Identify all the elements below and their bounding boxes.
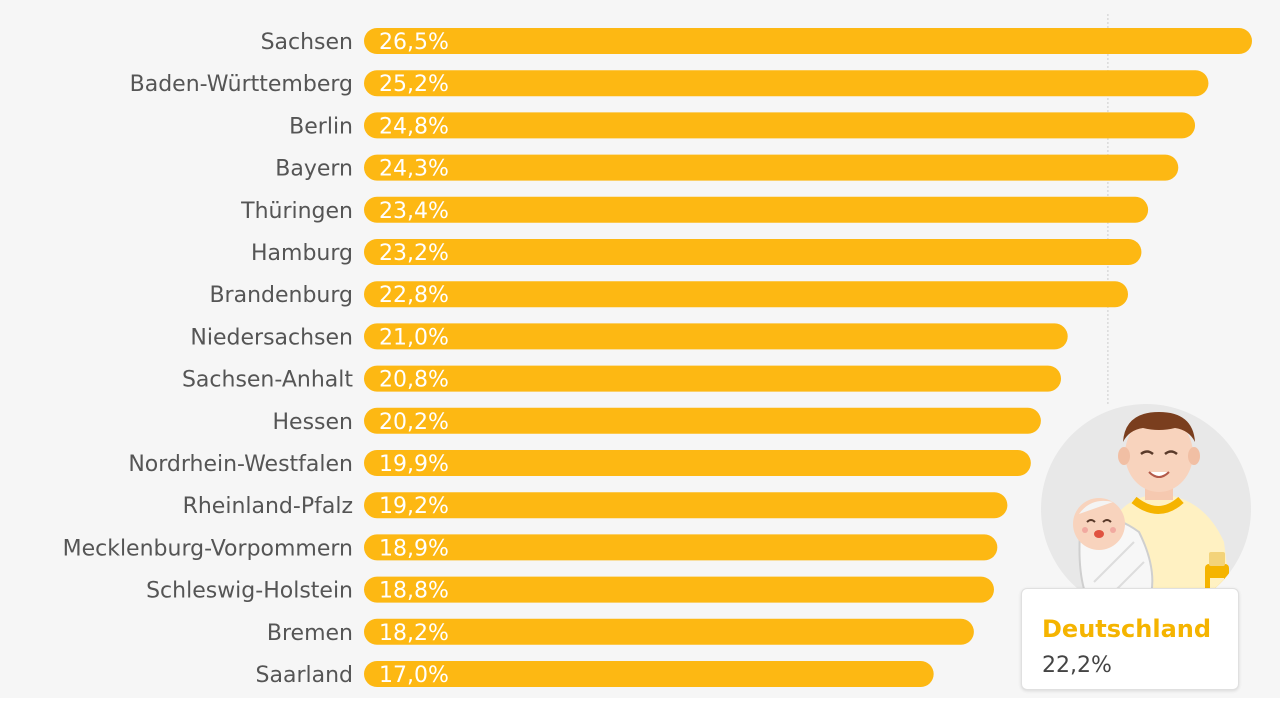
bar bbox=[364, 365, 1061, 392]
category-label: Bayern bbox=[275, 157, 353, 182]
category-label: Baden-Württemberg bbox=[130, 72, 353, 97]
category-label: Bremen bbox=[267, 621, 353, 646]
category-label: Hamburg bbox=[251, 241, 353, 266]
category-label: Rheinland-Pfalz bbox=[183, 494, 353, 519]
value-label: 23,2% bbox=[379, 241, 449, 266]
value-label: 21,0% bbox=[379, 325, 449, 350]
bar bbox=[364, 239, 1142, 265]
average-card: Deutschland 22,2% bbox=[1021, 588, 1239, 690]
value-label: 25,2% bbox=[379, 72, 449, 97]
bar bbox=[364, 112, 1196, 139]
bar bbox=[364, 196, 1149, 223]
bar bbox=[364, 661, 934, 687]
bar bbox=[364, 576, 994, 603]
bar bbox=[364, 492, 1008, 519]
category-label: Thüringen bbox=[240, 199, 353, 224]
value-label: 24,8% bbox=[379, 114, 449, 139]
category-label: Sachsen-Anhalt bbox=[182, 368, 353, 393]
page-footer bbox=[0, 698, 1280, 721]
father-baby-illustration bbox=[1041, 404, 1251, 614]
category-label: Nordrhein-Westfalen bbox=[128, 452, 353, 477]
bar bbox=[364, 534, 998, 561]
value-label: 18,8% bbox=[379, 579, 449, 604]
value-label: 19,9% bbox=[379, 452, 449, 477]
category-label: Brandenburg bbox=[209, 283, 353, 308]
value-label: 26,5% bbox=[379, 30, 449, 55]
bar bbox=[364, 28, 1252, 54]
value-label: 24,3% bbox=[379, 157, 449, 182]
category-label: Sachsen bbox=[261, 30, 353, 55]
bar bbox=[364, 407, 1041, 434]
value-label: 18,9% bbox=[379, 536, 449, 561]
average-value: 22,2% bbox=[1042, 653, 1112, 678]
value-label: 20,8% bbox=[379, 368, 449, 393]
bar bbox=[364, 323, 1068, 350]
value-label: 20,2% bbox=[379, 410, 449, 435]
value-label: 23,4% bbox=[379, 199, 449, 224]
value-label: 17,0% bbox=[379, 663, 449, 688]
average-label: Deutschland bbox=[1042, 615, 1212, 643]
category-label: Niedersachsen bbox=[190, 325, 353, 350]
bar bbox=[364, 450, 1031, 476]
bar bbox=[364, 281, 1129, 308]
bar bbox=[364, 618, 974, 645]
category-label: Berlin bbox=[289, 114, 353, 139]
bar bbox=[364, 70, 1209, 97]
value-label: 18,2% bbox=[379, 621, 449, 646]
value-label: 19,2% bbox=[379, 494, 449, 519]
bar bbox=[364, 154, 1179, 181]
value-label: 22,8% bbox=[379, 283, 449, 308]
category-label: Hessen bbox=[273, 410, 353, 435]
category-label: Mecklenburg-Vorpommern bbox=[63, 536, 353, 561]
category-label: Schleswig-Holstein bbox=[146, 579, 353, 604]
category-label: Saarland bbox=[256, 663, 353, 688]
